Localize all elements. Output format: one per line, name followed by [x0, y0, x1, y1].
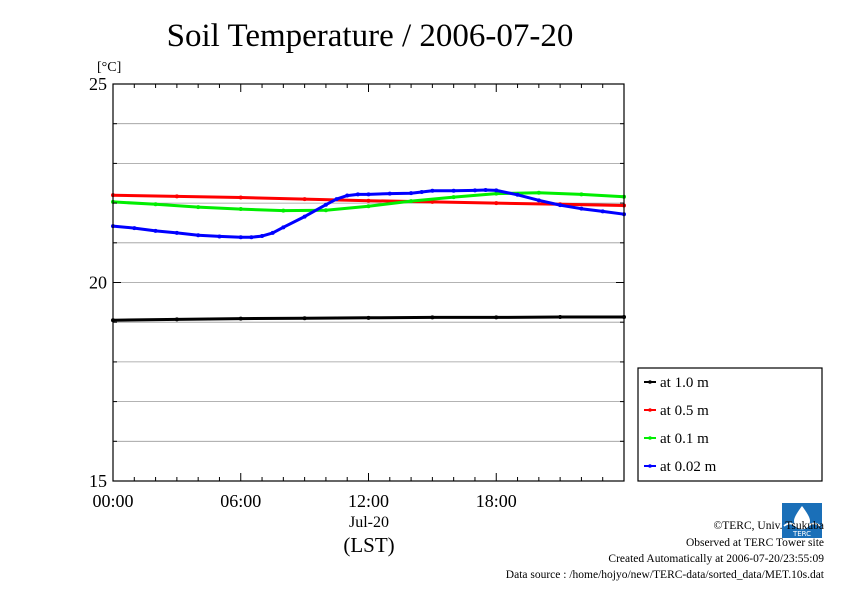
series-point — [238, 195, 243, 200]
series-point — [323, 208, 328, 213]
legend-label: at 0.5 m — [660, 403, 709, 419]
x-tick-label: 06:00 — [220, 491, 261, 511]
legend-swatch-marker — [648, 380, 652, 384]
series-point — [366, 192, 371, 197]
y-tick-label: 15 — [89, 471, 107, 491]
series-point — [579, 192, 584, 197]
series-point — [302, 214, 307, 219]
series-point — [536, 198, 541, 203]
series-point — [409, 199, 414, 204]
series-point — [483, 187, 488, 192]
series-point — [238, 207, 243, 212]
logo-text: TERC — [792, 530, 811, 538]
series-point — [366, 204, 371, 209]
series-point — [451, 188, 456, 193]
series-point — [355, 192, 360, 197]
x-tick-label: 18:00 — [476, 491, 517, 511]
series-point — [196, 233, 201, 238]
series-point — [153, 202, 158, 207]
y-axis-unit-label: [°C] — [97, 60, 121, 75]
series-point — [174, 317, 179, 322]
legend-label: at 0.1 m — [660, 431, 709, 447]
series-point — [494, 191, 499, 196]
series-point — [153, 228, 158, 233]
series-point — [451, 195, 456, 200]
series-point — [281, 225, 286, 230]
legend-box — [637, 367, 823, 482]
series-point — [281, 208, 286, 213]
series-point — [260, 234, 265, 239]
x-tick-label: 00:00 — [92, 491, 133, 511]
series-point — [132, 226, 137, 231]
legend-swatch-marker — [648, 464, 652, 468]
legend-swatch-marker — [648, 408, 652, 412]
series-point — [323, 202, 328, 207]
y-tick-label: 25 — [89, 74, 107, 94]
series-lines — [111, 187, 626, 323]
series-point — [409, 191, 414, 196]
x-tick-label: 12:00 — [348, 491, 389, 511]
series-point — [334, 197, 339, 202]
series-point — [558, 315, 563, 320]
series-point — [494, 315, 499, 320]
series-point — [302, 316, 307, 321]
grid-lines — [113, 123, 624, 442]
credit-copyright: ©TERC, Univ. Tsukuba — [713, 520, 824, 532]
series-point — [430, 315, 435, 320]
series-point — [217, 234, 222, 239]
series-point — [238, 316, 243, 321]
y-tick-label: 20 — [89, 273, 107, 293]
series-point — [249, 235, 254, 240]
series-point — [196, 205, 201, 210]
series-point — [174, 230, 179, 235]
x-axis-label: (LST) — [343, 533, 394, 557]
credit-observed: Observed at TERC Tower site — [685, 537, 824, 549]
credit-created: Created Automatically at 2006-07-20/23:5… — [608, 553, 824, 565]
series-point — [558, 203, 563, 208]
series-point — [472, 188, 477, 193]
series-point — [238, 235, 243, 240]
series-point — [419, 189, 424, 194]
series-point — [174, 194, 179, 199]
series-point — [387, 191, 392, 196]
series-point — [270, 230, 275, 235]
series-point — [366, 198, 371, 203]
series-point — [579, 206, 584, 211]
series-point — [494, 201, 499, 206]
axis-ticks: 15 20 25 00:00 06:00 12:00 18:00 — [89, 74, 624, 511]
series-point — [430, 199, 435, 204]
series-point — [536, 190, 541, 195]
legend-swatch-marker — [648, 436, 652, 440]
legend-label: at 1.0 m — [660, 375, 709, 391]
credit-source: Data source : /home/hojyo/new/TERC-data/… — [505, 569, 824, 581]
series-point — [302, 197, 307, 202]
series-point — [494, 188, 499, 193]
legend: at 1.0 m at 0.5 m at 0.1 m at 0.02 m — [637, 367, 823, 482]
series-point — [430, 188, 435, 193]
chart-title: Soil Temperature / 2006-07-20 — [167, 18, 574, 54]
series-point — [515, 192, 520, 197]
drop-icon — [794, 506, 810, 529]
terc-logo: TERC — [782, 503, 822, 538]
series-point — [345, 193, 350, 198]
x-axis-date-label: Jul-20 — [349, 514, 389, 531]
series-point — [600, 209, 605, 214]
wave-icon — [783, 522, 821, 530]
legend-label: at 0.02 m — [660, 459, 717, 475]
series-point — [366, 315, 371, 320]
